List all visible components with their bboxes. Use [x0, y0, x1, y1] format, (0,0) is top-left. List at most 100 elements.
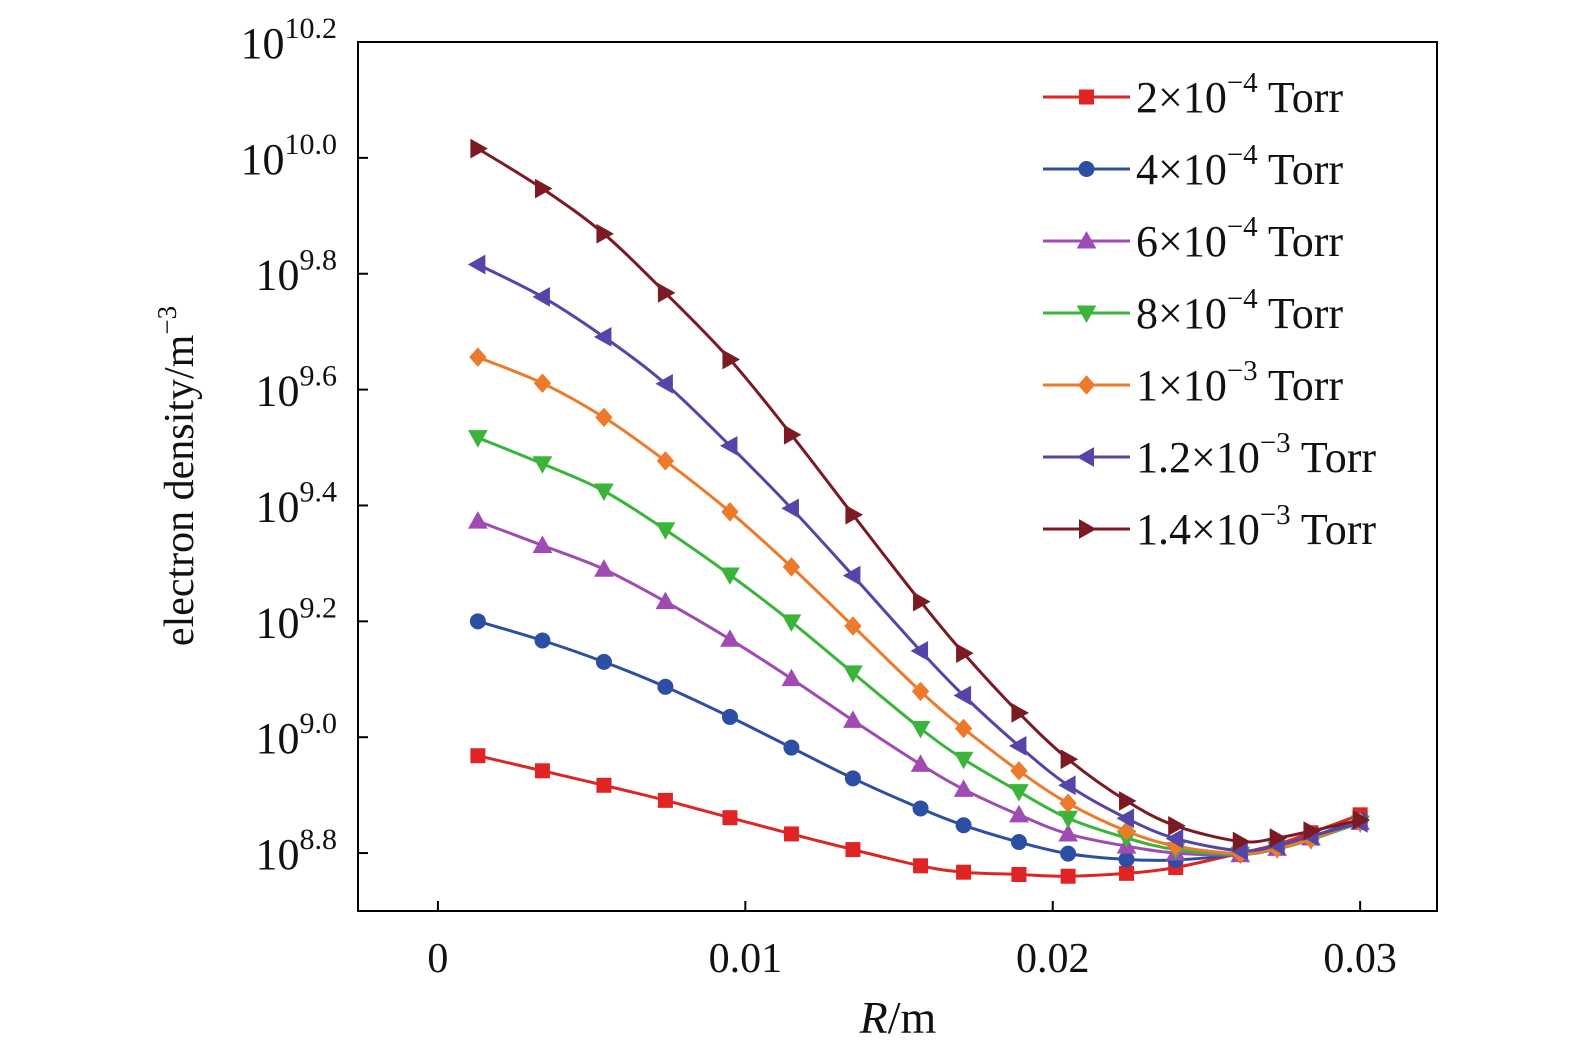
legend-label-exponent: −4 [1227, 67, 1258, 99]
data-point [1168, 815, 1186, 836]
data-point [467, 254, 486, 275]
legend-swatch-marker [1076, 447, 1094, 467]
data-point [1118, 851, 1135, 868]
legend-label-unit: Torr [1258, 145, 1344, 194]
data-point [953, 685, 972, 706]
data-point [783, 826, 799, 842]
data-point [1303, 821, 1321, 841]
series-7 [470, 138, 1371, 852]
data-point [956, 864, 972, 880]
y-tick-label: 108.8 [256, 823, 338, 879]
legend-swatch-marker [1079, 519, 1097, 539]
data-point [534, 178, 553, 199]
data-point [470, 138, 488, 159]
data-point [470, 748, 486, 764]
y-tick-base: 10 [256, 830, 300, 879]
data-point [912, 800, 929, 817]
legend-label-exponent: −3 [1227, 355, 1258, 387]
y-tick-base: 10 [256, 714, 300, 763]
y-tick-label: 109.2 [256, 591, 338, 647]
data-point [468, 511, 488, 529]
legend-label-base: 8×10 [1136, 289, 1227, 338]
x-tick-label: 0 [427, 936, 448, 982]
y-tick-base: 10 [256, 598, 300, 647]
legend-label: 1.2×10−3 Torr [1136, 427, 1376, 482]
data-point [954, 718, 973, 739]
data-point [594, 483, 614, 502]
legend-swatch-marker [1077, 375, 1096, 395]
y-tick-label: 109.0 [256, 707, 338, 763]
y-tick-label: 1010.0 [241, 128, 338, 184]
y-tick-label: 109.6 [256, 360, 338, 416]
legend-label-base: 4×10 [1136, 145, 1227, 194]
data-point [655, 373, 673, 394]
data-point [533, 373, 552, 393]
legend-label-base: 1.2×10 [1136, 433, 1260, 482]
legend-label-base: 1.4×10 [1136, 505, 1260, 554]
data-point [1010, 834, 1027, 851]
y-tick-exponent: 9.2 [300, 591, 338, 624]
legend-label-exponent: −4 [1227, 211, 1258, 243]
data-point [534, 632, 551, 649]
legend-item: 2×10−4 Torr [1043, 67, 1343, 122]
data-point [532, 456, 553, 474]
data-point [956, 643, 974, 664]
legend-label-exponent: −4 [1227, 139, 1258, 171]
data-point [657, 282, 676, 303]
data-point [1269, 828, 1288, 848]
data-point [722, 349, 740, 370]
data-point [594, 559, 614, 577]
y-tick-base: 10 [256, 251, 300, 300]
y-tick-base: 10 [241, 19, 285, 68]
plot-area [357, 41, 1438, 912]
legend-label-exponent: −3 [1260, 427, 1291, 459]
y-tick-label: 109.4 [256, 475, 338, 531]
data-point [953, 751, 974, 770]
data-point [1060, 749, 1079, 770]
x-axis: 0 0.01 0.02 0.03 [427, 901, 1397, 982]
legend-item: 1×10−3 Torr [1043, 355, 1343, 410]
data-point [1058, 823, 1078, 842]
y-tick-exponent: 9.6 [300, 360, 338, 393]
y-tick-exponent: 10.2 [285, 12, 338, 45]
y-axis-title: electron density/m−3 [152, 306, 203, 646]
data-point [532, 535, 553, 553]
legend-label-base: 2×10 [1136, 73, 1227, 122]
data-point [910, 754, 931, 772]
data-point [720, 629, 740, 647]
data-point [596, 777, 612, 793]
data-point [469, 347, 487, 367]
x-tick-label: 0.03 [1323, 936, 1397, 982]
data-point [656, 451, 675, 471]
legend-swatch-marker [1076, 230, 1097, 249]
data-point [1060, 845, 1077, 862]
data-point [1119, 865, 1135, 881]
data-point [1009, 784, 1029, 802]
x-tick-label: 0.02 [1016, 936, 1090, 982]
legend-label-exponent: −3 [1260, 499, 1291, 531]
data-point [1059, 793, 1077, 813]
data-point [657, 678, 674, 695]
data-point [722, 810, 738, 826]
data-point [655, 591, 676, 610]
y-tick-exponent: 9.4 [300, 475, 338, 508]
legend-label: 1.4×10−3 Torr [1136, 499, 1376, 554]
data-point [845, 504, 863, 525]
data-point [593, 327, 612, 347]
legend-label-unit: Torr [1291, 505, 1377, 554]
y-tick-exponent: 8.8 [300, 823, 338, 856]
data-point [595, 407, 613, 428]
data-point [843, 710, 863, 728]
data-point [1117, 821, 1136, 841]
data-point [1116, 808, 1135, 829]
data-point [1008, 736, 1027, 756]
data-point [845, 842, 861, 858]
y-axis-title-base: electron density/m [157, 334, 203, 646]
data-point [782, 557, 801, 577]
legend-item: 4×10−4 Torr [1043, 139, 1343, 194]
data-point [469, 613, 486, 630]
data-point [913, 858, 929, 874]
data-point [783, 739, 800, 756]
